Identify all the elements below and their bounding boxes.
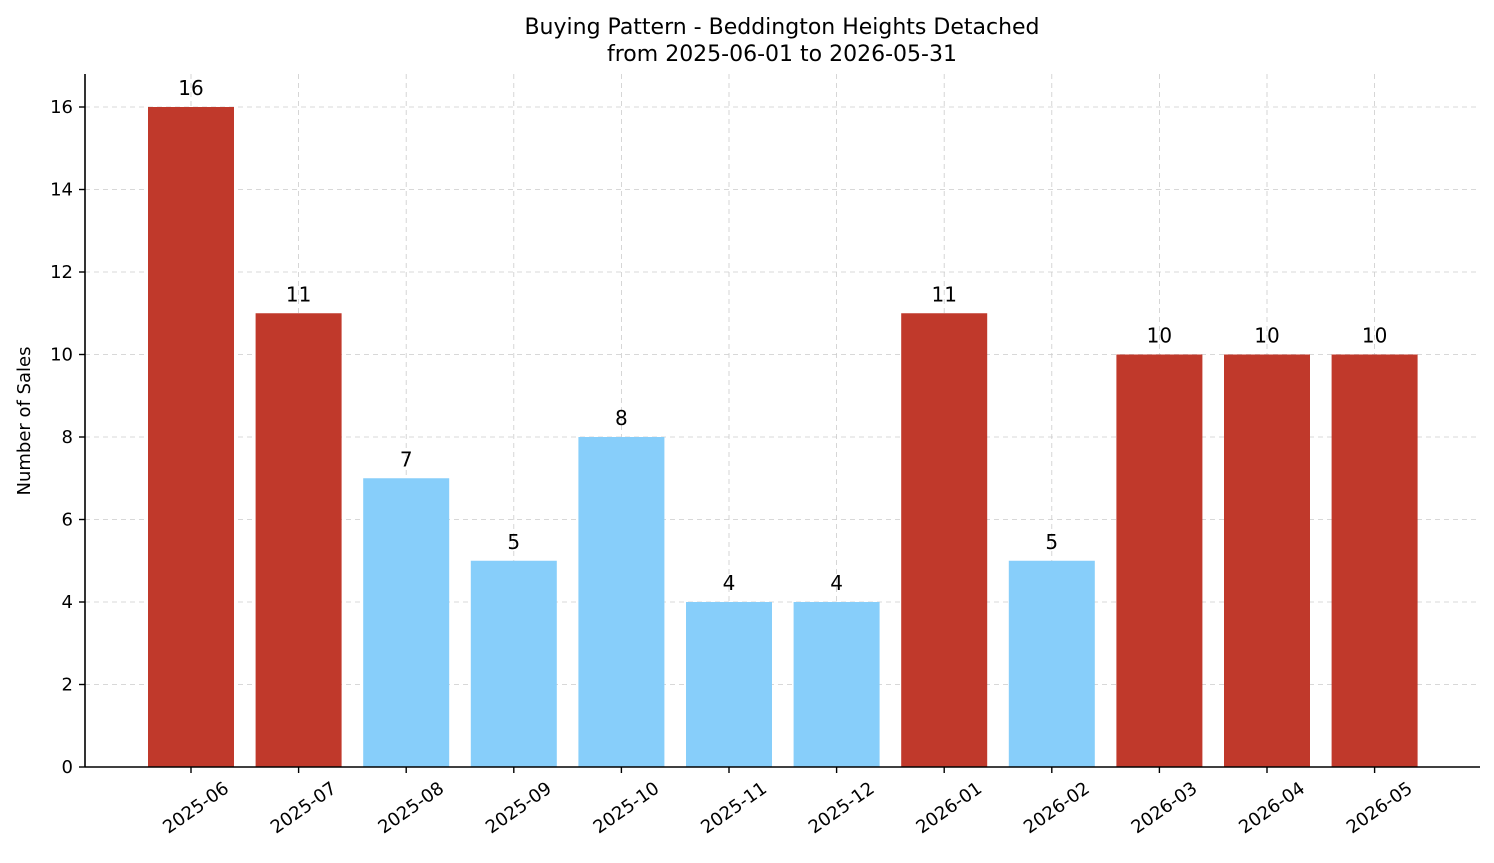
bar: [255, 313, 342, 767]
x-tick-label: 2026-01: [912, 778, 986, 838]
y-axis-label: Number of Sales: [14, 346, 35, 495]
chart-subtitle: from 2025-06-01 to 2026-05-31: [607, 42, 957, 67]
y-tick-label: 8: [62, 427, 73, 448]
data-label: 4: [723, 571, 736, 595]
data-label: 5: [1045, 530, 1058, 554]
bar: [901, 313, 988, 767]
x-tick-label: 2026-05: [1343, 778, 1417, 838]
bar: [363, 478, 450, 767]
data-label: 7: [400, 447, 413, 471]
y-tick-label: 0: [62, 757, 73, 778]
y-tick-label: 14: [50, 180, 73, 201]
bar: [1331, 354, 1418, 767]
y-tick-label: 4: [62, 592, 73, 613]
data-label: 8: [615, 406, 628, 430]
y-tick-label: 6: [62, 510, 73, 531]
bar: [470, 560, 557, 767]
x-tick-label: 2026-04: [1235, 778, 1309, 838]
y-tick-label: 16: [50, 97, 73, 118]
data-label: 11: [931, 282, 956, 306]
data-label: 10: [1254, 324, 1279, 348]
x-tick-label: 2026-03: [1128, 778, 1202, 838]
bar: [1008, 560, 1095, 767]
x-tick-label: 2026-02: [1020, 778, 1094, 838]
y-tick-label: 12: [50, 262, 73, 283]
bar: [1116, 354, 1203, 767]
y-tick-label: 2: [62, 675, 73, 696]
chart-title: Buying Pattern - Beddington Heights Deta…: [524, 15, 1039, 40]
bar: [148, 107, 234, 767]
data-label: 11: [286, 282, 311, 306]
data-label: 10: [1147, 324, 1172, 348]
x-tick-label: 2025-07: [267, 778, 341, 838]
data-label: 4: [830, 571, 843, 595]
x-tick-label: 2025-09: [482, 778, 556, 838]
data-label: 16: [178, 76, 203, 100]
x-tick-label: 2025-12: [805, 778, 879, 838]
x-tick-label: 2025-11: [697, 778, 771, 838]
y-tick-label: 10: [50, 345, 73, 366]
data-label: 5: [507, 530, 520, 554]
bar: [686, 602, 772, 767]
bar: [578, 437, 665, 767]
x-tick-label: 2025-10: [590, 778, 664, 838]
bars-layer: [148, 107, 1418, 767]
bar: [1224, 354, 1310, 767]
x-tick-label: 2025-06: [159, 778, 233, 838]
bar: [793, 602, 880, 767]
data-label: 10: [1362, 324, 1387, 348]
data-labels-layer: 16 11 7 5 8 4 4 11 5 10 10 10: [178, 76, 1387, 595]
x-tick-label: 2025-08: [374, 778, 448, 838]
